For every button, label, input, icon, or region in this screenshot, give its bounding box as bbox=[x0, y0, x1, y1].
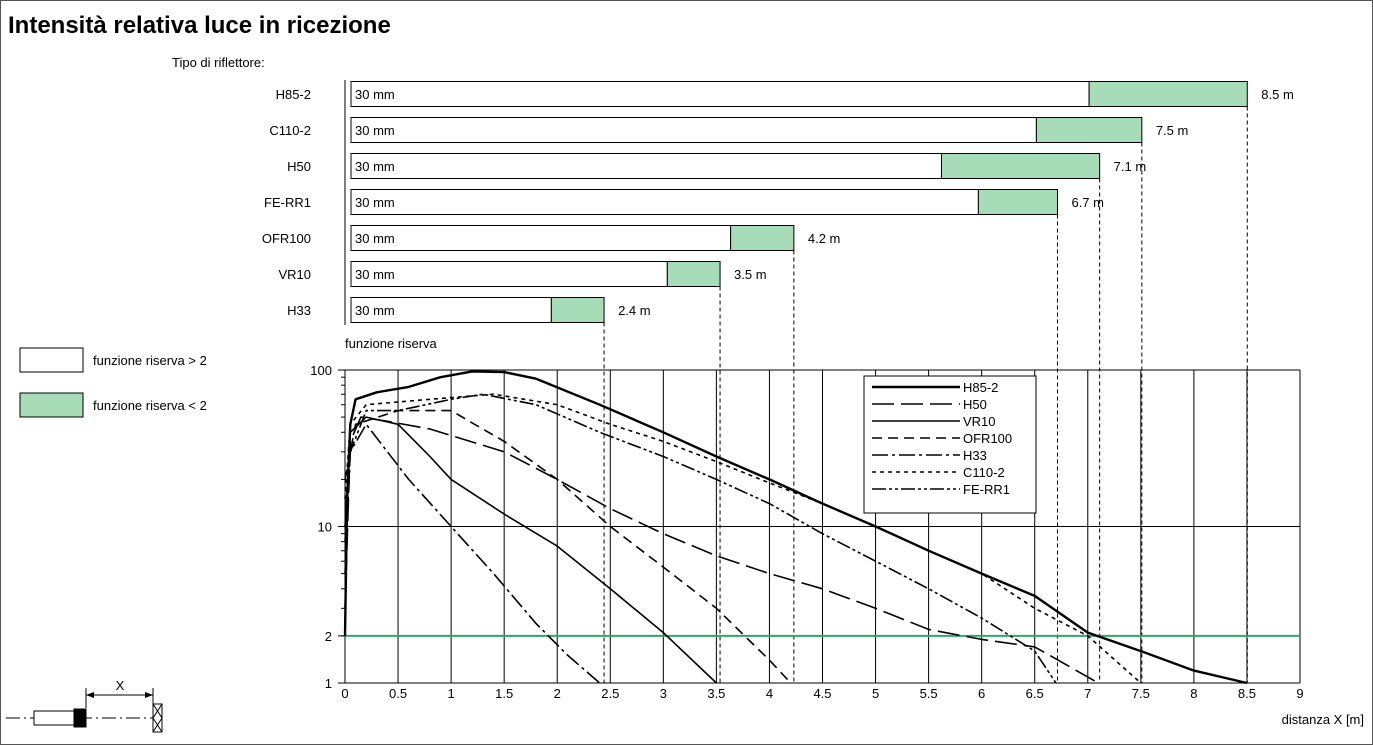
bar-inner-label: 30 mm bbox=[355, 195, 395, 210]
bar-category-label: H85-2 bbox=[276, 87, 311, 102]
sensor-diagram: X bbox=[6, 678, 163, 733]
bar-segment-low bbox=[1088, 81, 1248, 107]
bar-category-label: H33 bbox=[287, 303, 311, 318]
bar-range-label: 4.2 m bbox=[808, 231, 841, 246]
series-line-fe-rr1 bbox=[344, 393, 1057, 684]
legend-entry: H50 bbox=[963, 397, 987, 412]
x-tick-label: 3.5 bbox=[707, 686, 725, 701]
x-tick-label: 5.5 bbox=[920, 686, 938, 701]
series-line-ofr100 bbox=[344, 409, 792, 684]
x-tick-label: 1 bbox=[447, 686, 454, 701]
series-line-vr10 bbox=[344, 416, 717, 684]
x-tick-label: 9 bbox=[1296, 686, 1303, 701]
legend-entry: OFR100 bbox=[963, 431, 1012, 446]
legend-entry: VR10 bbox=[963, 414, 996, 429]
bar-category-label: OFR100 bbox=[262, 231, 311, 246]
series-line-h33 bbox=[344, 423, 601, 684]
y-axis-label: funzione riserva bbox=[345, 336, 438, 351]
x-tick-label: 0.5 bbox=[389, 686, 407, 701]
y-tick-label: 100 bbox=[310, 363, 332, 378]
bar-inner-label: 30 mm bbox=[355, 159, 395, 174]
x-tick-label: 8.5 bbox=[1238, 686, 1256, 701]
x-tick-label: 5 bbox=[872, 686, 879, 701]
bar-range-label: 7.5 m bbox=[1156, 123, 1189, 138]
y-tick-label: 10 bbox=[318, 520, 332, 535]
series-line-h85-2 bbox=[343, 370, 1248, 685]
sensor-body bbox=[33, 710, 75, 726]
bar-inner-label: 30 mm bbox=[355, 303, 395, 318]
bar-inner-label: 30 mm bbox=[355, 267, 395, 282]
bar-category-label: H50 bbox=[287, 159, 311, 174]
x-tick-label: 4 bbox=[766, 686, 773, 701]
reflector-hatch bbox=[152, 703, 163, 733]
bar-segment-high bbox=[350, 225, 732, 251]
bar-segment-high bbox=[350, 81, 1090, 107]
bar-chart: H85-2 30 mm 8.5 m C110-2 30 mm 7.5 m H50 30 mm 7… bbox=[262, 80, 1294, 683]
x-axis-label: distanza X [m] bbox=[1282, 712, 1364, 727]
x-tick-label: 4.5 bbox=[813, 686, 831, 701]
bar-segment-high bbox=[350, 189, 979, 215]
dimension-label: X bbox=[116, 678, 125, 693]
legend-box-low bbox=[19, 392, 84, 418]
line-chart: funzione riserva 0 0.5 1 1.5 2 2.5 3 3.5 4 4.5 5 5.5… bbox=[310, 336, 1364, 727]
bar-segment-high bbox=[350, 117, 1037, 143]
bar-inner-label: 30 mm bbox=[355, 87, 395, 102]
bar-segment-high bbox=[350, 297, 552, 323]
bar-segment-low bbox=[550, 297, 605, 323]
series-line-c110-2 bbox=[344, 393, 1142, 684]
bar-segment-low bbox=[1035, 117, 1143, 143]
bar-segment-low bbox=[730, 225, 795, 251]
x-tick-label: 8 bbox=[1190, 686, 1197, 701]
line-legend bbox=[863, 375, 1037, 514]
bar-segment-high bbox=[350, 261, 668, 287]
x-tick-label: 1.5 bbox=[495, 686, 513, 701]
x-tick-label: 2 bbox=[554, 686, 561, 701]
bar-segment-low bbox=[977, 189, 1058, 215]
y-tick-label: 2 bbox=[325, 629, 332, 644]
x-tick-label: 7.5 bbox=[1132, 686, 1150, 701]
legend-entry: H33 bbox=[963, 448, 987, 463]
legend-entry: H85-2 bbox=[963, 380, 998, 395]
bar-segment-high bbox=[350, 153, 942, 179]
reserve-legend: funzione riserva > 2 funzione riserva < 2 bbox=[19, 347, 207, 418]
bar-range-label: 3.5 m bbox=[734, 267, 767, 282]
x-tick-label: 0 bbox=[341, 686, 348, 701]
sensor-lens bbox=[73, 708, 87, 728]
bar-range-label: 8.5 m bbox=[1261, 87, 1294, 102]
bar-category-label: VR10 bbox=[278, 267, 311, 282]
chart-title: Intensità relativa luce in ricezione bbox=[8, 12, 391, 39]
bar-segment-low bbox=[940, 153, 1101, 179]
y-tick-label: 1 bbox=[325, 676, 332, 691]
bar-range-label: 7.1 m bbox=[1114, 159, 1147, 174]
bar-inner-label: 30 mm bbox=[355, 123, 395, 138]
bar-range-label: 2.4 m bbox=[618, 303, 651, 318]
x-tick-label: 6 bbox=[978, 686, 985, 701]
bar-range-label: 6.7 m bbox=[1071, 195, 1104, 210]
legend-box-high bbox=[19, 347, 84, 373]
bar-inner-label: 30 mm bbox=[355, 231, 395, 246]
bar-category-label: C110-2 bbox=[269, 123, 311, 138]
reflector bbox=[152, 703, 163, 733]
x-tick-label: 7 bbox=[1084, 686, 1091, 701]
bar-segment-low bbox=[666, 261, 721, 287]
bar-category-label: FE-RR1 bbox=[264, 195, 311, 210]
x-tick-label: 2.5 bbox=[601, 686, 619, 701]
legend-entry: C110-2 bbox=[963, 465, 1005, 480]
x-tick-label: 6.5 bbox=[1026, 686, 1044, 701]
legend-label-low: funzione riserva < 2 bbox=[93, 398, 207, 413]
arrowhead-right bbox=[145, 692, 153, 698]
x-tick-label: 3 bbox=[660, 686, 667, 701]
legend-entry: FE-RR1 bbox=[963, 482, 1010, 497]
legend-label-high: funzione riserva > 2 bbox=[93, 353, 207, 368]
arrowhead-left bbox=[86, 692, 94, 698]
reflector-heading: Tipo di riflettore: bbox=[172, 55, 265, 70]
